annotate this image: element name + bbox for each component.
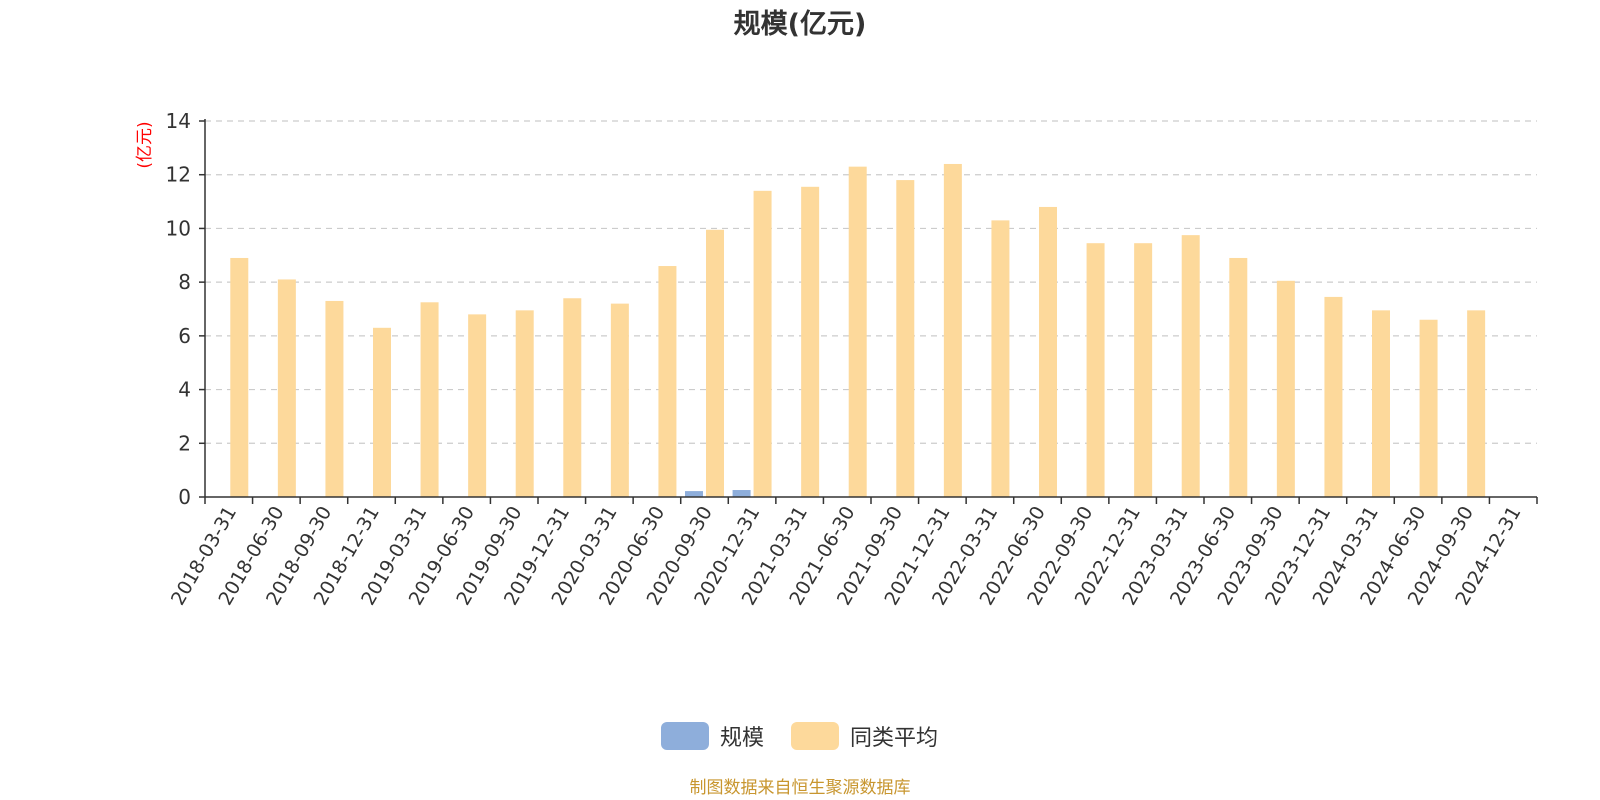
bars	[230, 163, 1486, 498]
bar-peer-average	[373, 327, 391, 497]
axes	[199, 119, 1538, 504]
bar-peer-average	[1324, 296, 1343, 497]
y-tick-label: 2	[178, 431, 191, 455]
bar-peer-average	[230, 257, 249, 497]
bar-peer-average	[1276, 280, 1295, 497]
bar-peer-average	[848, 166, 867, 497]
bar-peer-average	[277, 279, 296, 497]
bar-peer-average	[515, 310, 534, 497]
data-source-note: 制图数据来自恒生聚源数据库	[690, 778, 911, 798]
bar-peer-average	[1229, 257, 1248, 497]
bar-peer-average	[991, 220, 1010, 497]
bar-peer-average	[1039, 206, 1057, 497]
bar-peer-average	[610, 303, 629, 497]
bar-peer-average	[1467, 310, 1486, 497]
bar-peer-average	[563, 298, 582, 497]
y-tick-label: 0	[178, 485, 191, 509]
y-tick-labels: 0 2 4 6 8 10 12 14	[166, 109, 191, 509]
y-tick-label: 8	[178, 270, 191, 294]
y-tick-label: 12	[166, 163, 191, 187]
legend: 规模 同类平均	[661, 722, 938, 751]
bar-peer-average	[1181, 235, 1200, 497]
bar-peer-average	[753, 190, 772, 498]
bar-peer-average	[1086, 243, 1105, 497]
y-tick-label: 10	[166, 216, 191, 240]
legend-swatch	[661, 722, 709, 750]
bar-peer-average	[1134, 243, 1153, 497]
y-tick-label: 6	[178, 324, 191, 348]
y-tick-label: 14	[166, 109, 191, 133]
bar-peer-average	[658, 266, 677, 497]
legend-label: 同类平均	[850, 726, 938, 751]
bar-peer-average	[468, 314, 487, 497]
bar-scale	[732, 490, 751, 497]
y-tick-label: 4	[178, 378, 191, 402]
bar-peer-average	[943, 163, 962, 497]
bar-peer-average	[420, 302, 439, 497]
bar-peer-average	[1372, 310, 1390, 497]
legend-swatch	[791, 722, 839, 750]
bar-scale	[685, 491, 703, 497]
legend-label: 规模	[720, 726, 764, 751]
x-tick-labels: 2018-03-312018-06-302018-09-302018-12-31…	[167, 502, 1526, 609]
chart-title: 规模(亿元)	[734, 9, 867, 40]
bar-peer-average	[325, 300, 344, 497]
bar-peer-average	[801, 186, 820, 498]
bar-peer-average	[706, 229, 724, 497]
y-axis-unit-label: (亿元)	[135, 121, 155, 168]
bar-peer-average	[896, 180, 915, 498]
bar-peer-average	[1419, 319, 1438, 497]
